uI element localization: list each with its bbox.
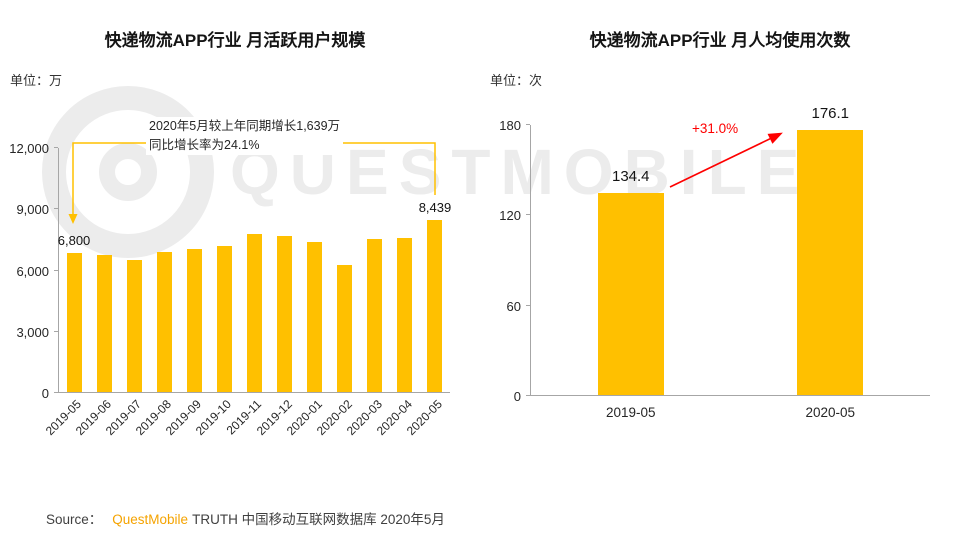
y-tick-mark — [54, 392, 58, 393]
y-tick-mark — [54, 330, 58, 332]
bar — [66, 253, 82, 392]
bar-column-2019-10: 2019-10 — [193, 148, 239, 438]
bar — [397, 237, 413, 392]
source-prefix: Source： — [46, 512, 103, 527]
source-suffix: TRUTH 中国移动互联网数据库 2020年5月 — [192, 512, 445, 527]
bar-column-2020-04: 2020-04 — [374, 148, 420, 438]
usage-plot-area: 134.4 2019-05 176.1 2020-05 — [530, 105, 931, 420]
y-tick-label: 0 — [513, 389, 521, 404]
y-tick-label: 6,000 — [16, 263, 49, 279]
bar — [307, 241, 323, 392]
y-tick-label: 60 — [506, 298, 521, 314]
bar — [216, 246, 232, 392]
y-tick-label: 120 — [499, 208, 521, 224]
y-tick-mark — [526, 124, 530, 125]
bar-column-2019-09: 2019-09 — [163, 148, 209, 438]
bar-value-label: 6,800 — [57, 233, 91, 249]
y-tick-mark — [54, 208, 58, 210]
bar-column-2020-02: 2020-02 — [314, 148, 360, 438]
y-tick-label: 180 — [499, 118, 521, 133]
bar-value-label: 134.4 — [611, 167, 650, 185]
bar-column-2020-01: 2020-01 — [284, 148, 330, 438]
bar — [367, 238, 383, 392]
bar-column-2019-06: 2019-06 — [73, 148, 119, 438]
bar — [247, 233, 262, 392]
bar — [186, 249, 202, 392]
y-tick-mark — [54, 147, 58, 148]
annotation-line1: 2020年5月较上年同期增长1,639万 — [149, 119, 341, 133]
y-tick-mark — [54, 269, 58, 271]
bar — [337, 265, 353, 392]
bar-value-label: 176.1 — [811, 104, 850, 122]
mau-unit-label: 单位：万 — [10, 73, 63, 88]
source-line: Source： QuestMobile TRUTH 中国移动互联网数据库 2020年… — [46, 508, 445, 528]
y-tick-label: 12,000 — [9, 141, 49, 156]
bar-column-2019-11: 2019-11 — [224, 148, 269, 437]
usage-unit-label: 单位：次 — [490, 73, 543, 88]
y-tick-label: 3,000 — [16, 324, 49, 340]
y-tick-label: 0 — [41, 386, 49, 401]
bar — [126, 260, 142, 392]
bar-column-2019-05: 6,800 2019-05 — [43, 148, 91, 438]
bar — [597, 192, 664, 395]
bar — [156, 252, 172, 392]
y-tick-mark — [526, 304, 530, 306]
y-tick-mark — [526, 214, 530, 216]
growth-percent-label: +31.0% — [692, 121, 739, 136]
bar-column-2019-05: 134.4 2019-05 — [531, 125, 731, 420]
y-tick-label: 9,000 — [16, 202, 49, 218]
bar-column-2019-07: 2019-07 — [103, 148, 149, 438]
x-axis-label: 2020-05 — [805, 405, 856, 420]
mau-plot-area: 6,800 2019-05 2019-06 2019-07 2019-08 2019-09… — [43, 148, 452, 438]
bar — [427, 219, 443, 392]
bar-column-2020-05: 176.1 2020-05 — [731, 105, 931, 420]
bar-column-2019-12: 2019-12 — [253, 148, 300, 438]
y-tick-mark — [526, 395, 530, 396]
bar-column-2020-05: 8,439 2020-05 — [404, 148, 452, 438]
bar-column-2020-03: 2020-03 — [344, 148, 390, 438]
usage-chart-title: 快递物流APP行业 月人均使用次数 — [589, 31, 851, 50]
bar-value-label: 8,439 — [418, 199, 452, 215]
x-axis-label: 2019-05 — [605, 405, 656, 420]
mau-chart-panel: 快递物流APP行业 月活跃用户规模 单位：万 2020年5月较上年同期增长1,6… — [0, 0, 470, 540]
annotation-line2: 同比增长率为24.1% — [149, 137, 260, 152]
usage-chart-panel: 快递物流APP行业 月人均使用次数 单位：次 +31.0% 0 60 120 180 … — [480, 0, 960, 540]
bar-column-2019-08: 2019-08 — [133, 148, 179, 438]
bar — [797, 129, 864, 395]
annotation-text: 2020年5月较上年同期增长1,639万 同比增长率为24.1% — [146, 117, 344, 155]
bar — [277, 235, 293, 392]
brand-name: QuestMobile — [112, 512, 189, 527]
mau-chart-title: 快递物流APP行业 月活跃用户规模 — [104, 31, 366, 50]
bar — [96, 255, 112, 392]
